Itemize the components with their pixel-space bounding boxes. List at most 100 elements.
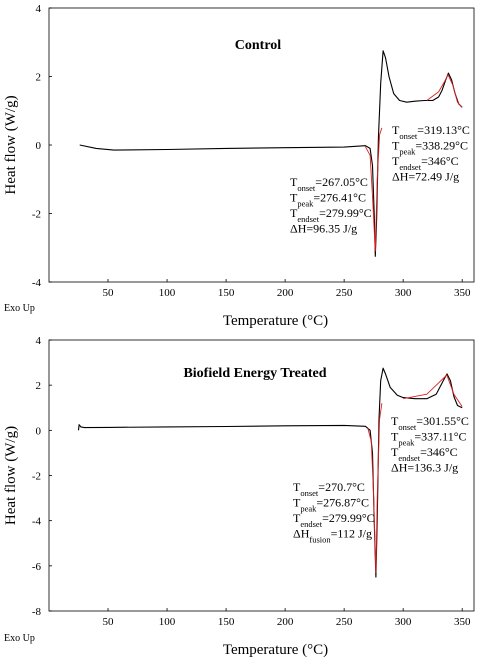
annotation-symbol: T [391, 445, 399, 459]
chart-2: 50 100 150 200 250 300 350 -8 -6 -4 -2 0 2 4 Temperatu… [3, 335, 475, 658]
annotation-subscript: peak [399, 147, 416, 157]
annotation-value: =337.11°C [414, 430, 466, 444]
exo-up-label: Exo Up [4, 633, 35, 644]
annotation-line: Tendset=346°C [392, 154, 459, 172]
annotation-line: Tpeak=338.29°C [392, 139, 468, 157]
y-tick-label: 4 [36, 335, 42, 347]
annotation-line: ΔH=72.49 J/g [392, 170, 459, 184]
y-tick-label: -4 [32, 516, 42, 528]
annotation-symbol: T [392, 123, 400, 137]
y-tick-label: -4 [32, 277, 42, 289]
annotation-line: ΔHfusion=112 J/g [293, 527, 372, 545]
annotation-value: =346°C [421, 154, 459, 168]
x-tick-label: 350 [454, 287, 471, 299]
baseline-fit-curve [367, 403, 383, 574]
x-tick-label: 350 [454, 616, 471, 628]
annotation-symbol: T [392, 154, 400, 168]
annotation-value: =267.05°C [315, 175, 368, 189]
x-tick-label: 50 [103, 287, 115, 299]
x-tick-label: 250 [336, 287, 353, 299]
x-axis-label: Temperature (°C) [223, 642, 328, 658]
annotation-line: Tendset=279.99°C [290, 206, 372, 224]
annotation-line: Tendset=279.99°C [293, 511, 375, 529]
annotation-subscript: endset [297, 214, 319, 224]
annotation-subscript: endset [398, 453, 420, 463]
x-tick-label: 50 [103, 616, 115, 628]
annotation-value: =72.49 J/g [408, 170, 459, 184]
y-tick-label: 2 [36, 380, 42, 392]
x-tick-label: 300 [395, 287, 412, 299]
annotation-symbol: T [290, 175, 298, 189]
annotation-subscript: onset [300, 488, 319, 498]
annotation-block: Tonset=270.7°CTpeak=276.87°CTendset=279.… [293, 480, 375, 545]
chart-title: Biofield Energy Treated [183, 366, 326, 381]
annotation-value: =338.29°C [415, 139, 468, 153]
y-tick-label: -8 [32, 606, 42, 618]
baseline-fit-curve [403, 374, 463, 407]
annotation-value: =301.55°C [416, 414, 469, 428]
y-axis-label: Heat flow (W/g) [3, 426, 19, 525]
annotation-symbol: ΔH [293, 527, 310, 541]
y-tick-label: 4 [36, 3, 42, 15]
annotation-value: =276.87°C [316, 496, 369, 510]
x-axis-label: Temperature (°C) [223, 313, 328, 329]
x-tick-label: 150 [218, 287, 235, 299]
annotation-line: ΔH=96.35 J/g [290, 222, 357, 236]
annotation-subscript: onset [399, 131, 418, 141]
y-tick-label: -2 [32, 471, 41, 483]
y-axis-label: Heat flow (W/g) [3, 95, 19, 194]
annotation-subscript: fusion [309, 535, 331, 545]
annotation-value: =279.99°C [322, 511, 375, 525]
annotation-value: =112 J/g [331, 527, 372, 541]
annotation-value: =96.35 J/g [306, 222, 357, 236]
annotation-value: =319.13°C [417, 123, 470, 137]
annotation-value: =270.7°C [318, 480, 365, 494]
x-tick-label: 100 [159, 616, 176, 628]
annotation-subscript: peak [300, 504, 317, 514]
annotation-line: Tpeak=337.11°C [391, 430, 467, 448]
y-tick-label: 2 [36, 72, 42, 84]
x-tick-label: 200 [277, 287, 294, 299]
y-tick-label: 0 [36, 140, 42, 152]
annotation-symbol: T [293, 496, 301, 510]
y-tick-label: 0 [36, 425, 42, 437]
annotation-symbol: ΔH [391, 461, 408, 475]
annotation-subscript: onset [297, 183, 316, 193]
annotation-symbol: T [293, 480, 301, 494]
annotation-line: Tonset=301.55°C [391, 414, 469, 432]
annotation-line: Tendset=346°C [391, 445, 458, 463]
chart-title: Control [235, 38, 282, 53]
annotation-block: Tonset=301.55°CTpeak=337.11°CTendset=346… [391, 414, 469, 475]
annotation-line: Tpeak=276.87°C [293, 496, 369, 514]
x-tick-label: 300 [395, 616, 412, 628]
annotation-symbol: T [392, 139, 400, 153]
annotation-line: Tonset=267.05°C [290, 175, 368, 193]
annotation-symbol: ΔH [392, 170, 409, 184]
y-tick-label: -2 [32, 209, 41, 221]
annotation-subscript: endset [300, 519, 322, 529]
dsc-curve [77, 367, 463, 578]
annotation-symbol: T [391, 430, 399, 444]
x-tick-label: 250 [336, 616, 353, 628]
annotation-line: Tonset=319.13°C [392, 123, 470, 141]
annotation-value: =279.99°C [319, 206, 372, 220]
annotation-value: =136.3 J/g [407, 461, 458, 475]
annotation-value: =276.41°C [313, 191, 366, 205]
annotation-symbol: T [290, 191, 298, 205]
exo-up-label: Exo Up [4, 303, 35, 314]
baseline-fit-curve [426, 74, 463, 108]
x-tick-label: 150 [218, 616, 235, 628]
annotation-subscript: peak [398, 438, 415, 448]
annotation-line: Tpeak=276.41°C [290, 191, 366, 209]
annotation-symbol: T [290, 206, 298, 220]
annotation-symbol: T [391, 414, 399, 428]
x-tick-label: 200 [277, 616, 294, 628]
chart-1: 50 100 150 200 250 300 350 -4 -2 0 2 4 Temperature (… [3, 3, 475, 329]
annotation-symbol: ΔH [290, 222, 307, 236]
y-tick-label: -6 [32, 561, 42, 573]
annotation-subscript: peak [297, 199, 314, 209]
annotation-subscript: onset [398, 422, 417, 432]
annotation-line: ΔH=136.3 J/g [391, 461, 458, 475]
annotation-symbol: T [293, 511, 301, 525]
